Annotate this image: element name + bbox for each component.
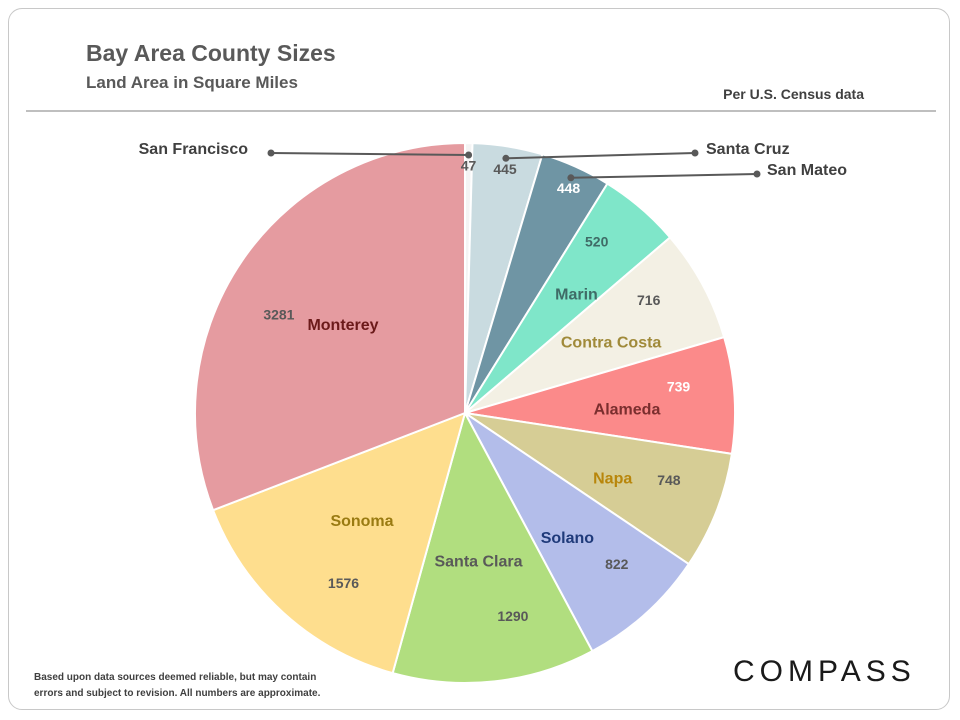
compass-logo: COMPASS (733, 655, 916, 688)
disclaimer: Based upon data sources deemed reliable,… (34, 670, 374, 702)
category-label-santa-clara: Santa Clara (434, 554, 522, 571)
data-label-napa: 748 (657, 472, 681, 488)
pie-slice-solano (464, 412, 691, 653)
category-label-san-mateo: San Mateo (767, 162, 847, 179)
header-divider (26, 110, 936, 112)
data-label-monterey: 3281 (263, 307, 294, 323)
pie-slice-santa-clara (391, 410, 594, 684)
data-label-san-mateo: 448 (557, 180, 581, 196)
category-label-san-francisco: San Francisco (139, 141, 249, 158)
data-label-san-francisco: 47 (461, 158, 477, 174)
category-label-contra-costa: Contra Costa (561, 334, 662, 351)
leader-end-san-mateo (753, 170, 761, 178)
chart-title: Bay Area County Sizes (86, 40, 336, 66)
data-label-marin: 520 (585, 234, 609, 250)
leader-line-santa-cruz (505, 152, 696, 160)
pie-slice-napa (464, 412, 734, 566)
category-label-monterey: Monterey (307, 317, 378, 334)
category-label-sonoma: Sonoma (330, 513, 393, 530)
chart-subtitle: Land Area in Square Miles (86, 73, 298, 92)
data-label-alameda: 739 (667, 379, 691, 395)
category-label-solano: Solano (541, 530, 595, 547)
category-label-napa: Napa (593, 471, 632, 488)
pie-slice-alameda (464, 335, 736, 455)
leader-line-san-mateo (570, 173, 758, 179)
leader-end-san-francisco (267, 149, 275, 157)
leader-line-san-francisco (270, 152, 469, 156)
data-label-santa-clara: 1290 (497, 608, 528, 624)
disclaimer-line-1: Based upon data sources deemed reliable,… (34, 672, 317, 683)
leader-dot-san-mateo (567, 174, 575, 182)
category-label-alameda: Alameda (594, 402, 661, 419)
pie-slice-contra-costa (464, 236, 726, 414)
leader-end-santa-cruz (691, 149, 699, 157)
pie-slice-monterey (194, 141, 466, 512)
source-note: Per U.S. Census data (723, 86, 864, 102)
leader-dot-santa-cruz (502, 154, 510, 162)
data-label-santa-cruz: 445 (493, 161, 517, 177)
data-label-contra-costa: 716 (637, 292, 661, 308)
disclaimer-line-2: errors and subject to revision. All numb… (34, 688, 321, 699)
pie-slice-sonoma (211, 411, 467, 675)
leader-dot-san-francisco (465, 151, 473, 159)
category-label-santa-cruz: Santa Cruz (706, 141, 790, 158)
data-label-solano: 822 (605, 556, 629, 572)
data-label-sonoma: 1576 (328, 575, 359, 591)
category-label-marin: Marin (555, 287, 598, 304)
